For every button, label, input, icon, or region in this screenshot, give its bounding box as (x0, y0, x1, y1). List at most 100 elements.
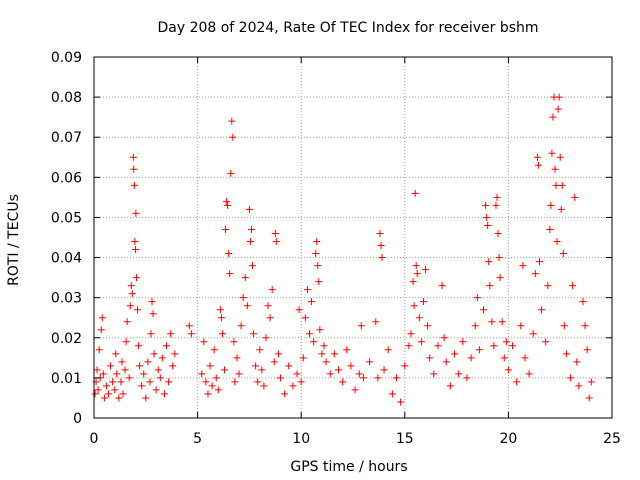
y-tick-label: 0.07 (51, 130, 82, 146)
data-point (359, 374, 367, 382)
data-point (308, 298, 316, 306)
data-point (305, 330, 313, 338)
y-tick-label: 0.08 (51, 90, 82, 106)
data-point (109, 378, 117, 386)
data-point (146, 378, 154, 386)
data-point (372, 318, 380, 326)
data-point (573, 358, 581, 366)
x-axis-label: GPS time / hours (290, 459, 407, 475)
data-point (100, 394, 108, 402)
data-point (132, 209, 140, 217)
data-point (225, 250, 233, 258)
data-point (326, 370, 334, 378)
data-point (587, 378, 595, 386)
data-point (138, 382, 146, 390)
data-point (140, 370, 148, 378)
x-tick-label: 25 (603, 431, 621, 447)
y-tick-label: 0.04 (51, 251, 82, 267)
y-tick-labels: 0 0.01 0.02 0.03 0.04 0.05 0.06 0.07 0.08 0.09 (51, 50, 82, 427)
data-point (93, 366, 101, 374)
data-point (397, 398, 405, 406)
data-point (488, 318, 496, 326)
data-point (223, 197, 231, 205)
data-point (150, 350, 158, 358)
data-point (313, 238, 321, 246)
data-point (231, 378, 239, 386)
data-point (322, 358, 330, 366)
data-point (163, 342, 171, 350)
x-tick-label: 0 (90, 431, 99, 447)
data-point (393, 374, 401, 382)
data-point (148, 298, 156, 306)
data-point (480, 306, 488, 314)
data-point (268, 286, 276, 294)
chart-title: Day 208 of 2024, Rate Of TEC Index for r… (157, 20, 538, 36)
data-point (426, 354, 434, 362)
data-point (555, 93, 563, 101)
data-point (198, 370, 206, 378)
data-point (246, 238, 254, 246)
data-point (417, 338, 425, 346)
data-point (111, 386, 119, 394)
data-point (233, 354, 241, 362)
data-point (560, 322, 568, 330)
data-point (405, 342, 413, 350)
data-point (252, 362, 260, 370)
data-point (117, 378, 125, 386)
data-point (316, 326, 324, 334)
data-point (558, 181, 566, 189)
data-point (471, 322, 479, 330)
data-point (419, 298, 427, 306)
data-point (216, 306, 224, 314)
data-point (463, 374, 471, 382)
data-point (230, 338, 238, 346)
data-point (583, 346, 591, 354)
data-point (314, 262, 322, 270)
data-point (494, 229, 502, 237)
data-point (98, 314, 106, 322)
data-point (165, 378, 173, 386)
data-point (384, 346, 392, 354)
y-tick-label: 0.05 (51, 210, 82, 226)
data-point (221, 366, 229, 374)
data-point (519, 262, 527, 270)
data-point (142, 394, 150, 402)
data-point (152, 386, 160, 394)
data-point (249, 262, 257, 270)
data-point (434, 342, 442, 350)
data-point (424, 322, 432, 330)
data-point (533, 153, 541, 161)
data-point (554, 105, 562, 113)
data-point (295, 306, 303, 314)
data-point (262, 334, 270, 342)
data-point (212, 374, 220, 382)
data-point (351, 386, 359, 394)
data-point (500, 354, 508, 362)
data-point (237, 322, 245, 330)
data-point (200, 338, 208, 346)
data-point (227, 169, 235, 177)
data-point (202, 378, 210, 386)
data-point (410, 302, 418, 310)
data-point (156, 374, 164, 382)
axis-ticks (93, 56, 613, 419)
data-point (496, 274, 504, 282)
x-tick-labels: 0 5 10 15 20 25 (90, 431, 621, 447)
data-point (171, 350, 179, 358)
data-point (260, 382, 268, 390)
data-point (229, 133, 237, 141)
data-point (149, 310, 157, 318)
data-point (243, 302, 251, 310)
data-point (498, 318, 506, 326)
data-point (122, 338, 130, 346)
data-point (467, 354, 475, 362)
data-point (490, 342, 498, 350)
data-points (91, 93, 595, 406)
data-point (299, 354, 307, 362)
data-point (549, 113, 557, 121)
data-point (136, 362, 144, 370)
data-point (366, 358, 374, 366)
data-point (355, 370, 363, 378)
x-tick-label: 15 (396, 431, 414, 447)
